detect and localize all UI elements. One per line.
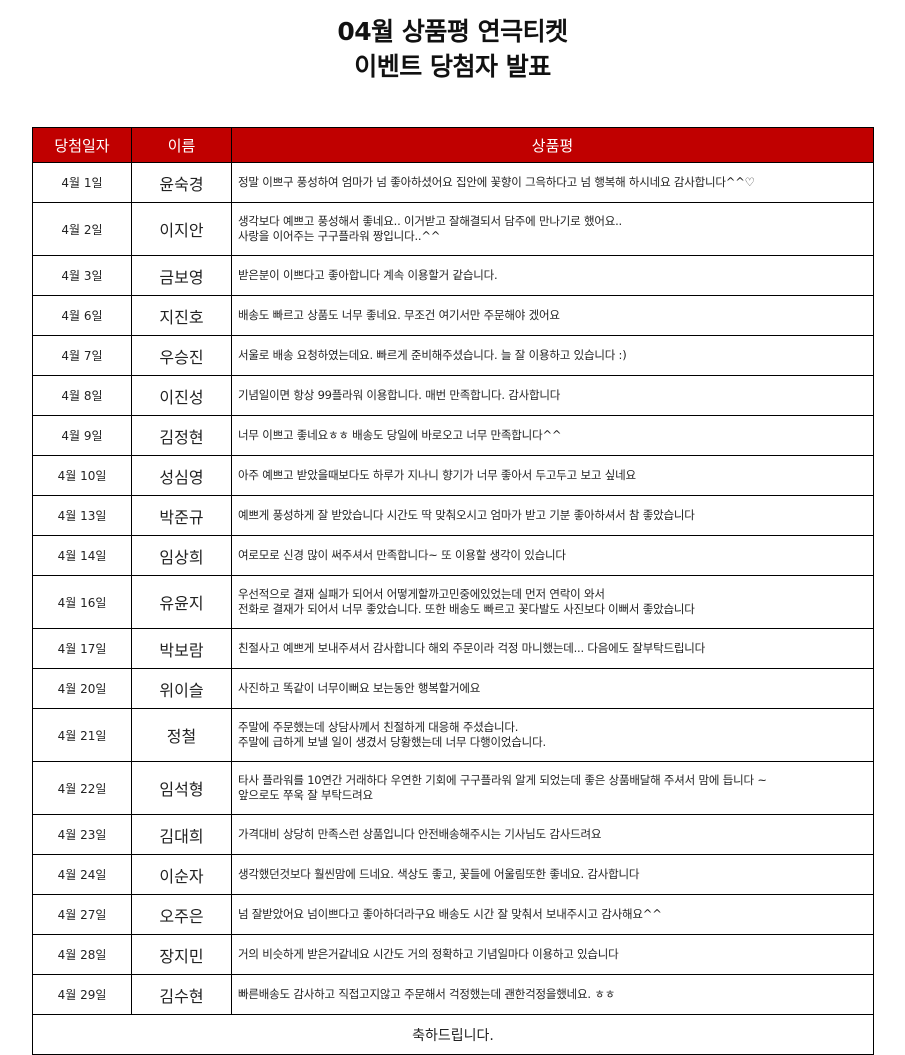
name-cell: 윤숙경 [131,162,232,203]
name-cell: 박보람 [131,628,232,669]
date-cell: 4월 21일 [32,708,132,762]
name-cell: 이순자 [131,854,232,895]
review-cell: 가격대비 상당히 만족스런 상품입니다 안전배송해주시는 기사님도 감사드려요 [231,814,874,855]
page-title-line2: 이벤트 당첨자 발표 [354,52,551,81]
winners-table: 당첨일자 이름 상품평 4월 1일 윤숙경 정말 이쁘구 풍성하여 엄마가 넘 좋… [32,127,874,1055]
table-row: 4월 14일 임상희 여로모로 신경 많이 써주셔서 만족합니다~ 또 이용할 생각… [32,535,874,576]
name-cell: 김정현 [131,415,232,456]
review-cell: 정말 이쁘구 풍성하여 엄마가 넘 좋아하셨어요 집안에 꽃향이 그윽하다고 넘… [231,162,874,203]
table-row: 4월 1일 윤숙경 정말 이쁘구 풍성하여 엄마가 넘 좋아하셨어요 집안에 꽃향… [32,162,874,203]
review-cell: 기념일이면 항상 99플라워 이용합니다. 매번 만족합니다. 감사합니다 [231,375,874,416]
table-row: 4월 28일 장지민 거의 비슷하게 받은거같네요 시간도 거의 정확하고 기념일마… [32,934,874,975]
table-row: 4월 29일 김수현 빠른배송도 감사하고 직접고지않고 주문해서 걱정했는데 괜한… [32,974,874,1015]
review-cell: 타사 플라워를 10연간 거래하다 우연한 기회에 구구플라워 알게 되었는데 … [231,761,874,815]
date-cell: 4월 28일 [32,934,132,975]
name-cell: 임상희 [131,535,232,576]
table-row: 4월 24일 이순자 생각했던것보다 훨씬맘에 드네요. 색상도 좋고, 꽃들에 어… [32,854,874,895]
name-cell: 오주은 [131,894,232,935]
table-row: 4월 16일 유윤지 우선적으로 결재 실패가 되어서 어떻게할까고민중에있었는데 … [32,575,874,629]
review-cell: 생각했던것보다 훨씬맘에 드네요. 색상도 좋고, 꽃들에 어울림또한 좋네요.… [231,854,874,895]
table-row: 4월 8일 이진성 기념일이면 항상 99플라워 이용합니다. 매번 만족합니다. … [32,375,874,416]
date-cell: 4월 14일 [32,535,132,576]
review-cell: 빠른배송도 감사하고 직접고지않고 주문해서 걱정했는데 괜한걱정을했네요. ㅎ… [231,974,874,1015]
name-cell: 임석형 [131,761,232,815]
review-cell: 여로모로 신경 많이 써주셔서 만족합니다~ 또 이용할 생각이 있습니다 [231,535,874,576]
name-cell: 성심영 [131,455,232,496]
table-row: 4월 10일 성심영 아주 예쁘고 받았을때보다도 하루가 지나니 향기가 너무 좋… [32,455,874,496]
name-cell: 김대희 [131,814,232,855]
review-cell: 서울로 배송 요청하였는데요. 빠르게 준비해주셨습니다. 늘 잘 이용하고 있… [231,335,874,376]
page-title-line1: 04월 상품평 연극티켓 [337,17,568,46]
name-cell: 위이슬 [131,668,232,709]
review-cell: 예쁘게 풍성하게 잘 받았습니다 시간도 딱 맞춰오시고 엄마가 받고 기분 좋… [231,495,874,536]
table-row: 4월 2일 이지안 생각보다 예쁘고 풍성해서 좋네요.. 이거받고 잘해결되서 담… [32,202,874,256]
table-row: 4월 7일 우승진 서울로 배송 요청하였는데요. 빠르게 준비해주셨습니다. 늘 … [32,335,874,376]
date-cell: 4월 7일 [32,335,132,376]
name-cell: 김수현 [131,974,232,1015]
name-cell: 유윤지 [131,575,232,629]
congratulations-footer: 축하드립니다. [32,1014,874,1055]
review-cell: 사진하고 똑같이 너무이뻐요 보는동안 행복할거에요 [231,668,874,709]
table-row: 4월 17일 박보람 친절사고 예쁘게 보내주셔서 감사합니다 해외 주문이라 걱정… [32,628,874,669]
review-cell: 주말에 주문했는데 상담사께서 친절하게 대응해 주셨습니다. 주말에 급하게 … [231,708,874,762]
name-cell: 지진호 [131,295,232,336]
review-cell: 받은분이 이쁘다고 좋아합니다 계속 이용할거 같습니다. [231,255,874,296]
date-cell: 4월 8일 [32,375,132,416]
date-cell: 4월 17일 [32,628,132,669]
table-row: 4월 21일 정철 주말에 주문했는데 상담사께서 친절하게 대응해 주셨습니다. … [32,708,874,762]
header-name: 이름 [131,127,232,163]
name-cell: 장지민 [131,934,232,975]
review-cell: 아주 예쁘고 받았을때보다도 하루가 지나니 향기가 너무 좋아서 두고두고 보… [231,455,874,496]
review-cell: 친절사고 예쁘게 보내주셔서 감사합니다 해외 주문이라 걱정 마니했는데...… [231,628,874,669]
date-cell: 4월 3일 [32,255,132,296]
date-cell: 4월 16일 [32,575,132,629]
header-review: 상품평 [231,127,874,163]
table-row: 4월 22일 임석형 타사 플라워를 10연간 거래하다 우연한 기회에 구구플라워… [32,761,874,815]
header-date: 당첨일자 [32,127,132,163]
name-cell: 이진성 [131,375,232,416]
review-cell: 생각보다 예쁘고 풍성해서 좋네요.. 이거받고 잘해결되서 담주에 만나기로 … [231,202,874,256]
date-cell: 4월 20일 [32,668,132,709]
name-cell: 정철 [131,708,232,762]
table-row: 4월 3일 금보영 받은분이 이쁘다고 좋아합니다 계속 이용할거 같습니다. [32,255,874,296]
name-cell: 이지안 [131,202,232,256]
date-cell: 4월 10일 [32,455,132,496]
table-row: 4월 27일 오주은 넘 잘받았어요 넘이쁘다고 좋아하더라구요 배송도 시간 잘 … [32,894,874,935]
date-cell: 4월 22일 [32,761,132,815]
table-row: 4월 13일 박준규 예쁘게 풍성하게 잘 받았습니다 시간도 딱 맞춰오시고 엄마… [32,495,874,536]
review-cell: 넘 잘받았어요 넘이쁘다고 좋아하더라구요 배송도 시간 잘 맞춰서 보내주시고… [231,894,874,935]
review-cell: 너무 이쁘고 좋네요ㅎㅎ 배송도 당일에 바로오고 너무 만족합니다^^ [231,415,874,456]
table-row: 4월 23일 김대희 가격대비 상당히 만족스런 상품입니다 안전배송해주시는 기사… [32,814,874,855]
date-cell: 4월 24일 [32,854,132,895]
name-cell: 박준규 [131,495,232,536]
name-cell: 우승진 [131,335,232,376]
date-cell: 4월 29일 [32,974,132,1015]
table-row: 4월 9일 김정현 너무 이쁘고 좋네요ㅎㅎ 배송도 당일에 바로오고 너무 만족… [32,415,874,456]
name-cell: 금보영 [131,255,232,296]
table-header-row: 당첨일자 이름 상품평 [32,127,874,163]
table-row: 4월 6일 지진호 배송도 빠르고 상품도 너무 좋네요. 무조건 여기서만 주문해… [32,295,874,336]
date-cell: 4월 23일 [32,814,132,855]
date-cell: 4월 27일 [32,894,132,935]
date-cell: 4월 9일 [32,415,132,456]
date-cell: 4월 1일 [32,162,132,203]
table-row: 4월 20일 위이슬 사진하고 똑같이 너무이뻐요 보는동안 행복할거에요 [32,668,874,709]
date-cell: 4월 2일 [32,202,132,256]
review-cell: 거의 비슷하게 받은거같네요 시간도 거의 정확하고 기념일마다 이용하고 있습… [231,934,874,975]
review-cell: 배송도 빠르고 상품도 너무 좋네요. 무조건 여기서만 주문해야 겠어요 [231,295,874,336]
review-cell: 우선적으로 결재 실패가 되어서 어떻게할까고민중에있었는데 먼저 연락이 와서… [231,575,874,629]
date-cell: 4월 13일 [32,495,132,536]
date-cell: 4월 6일 [32,295,132,336]
